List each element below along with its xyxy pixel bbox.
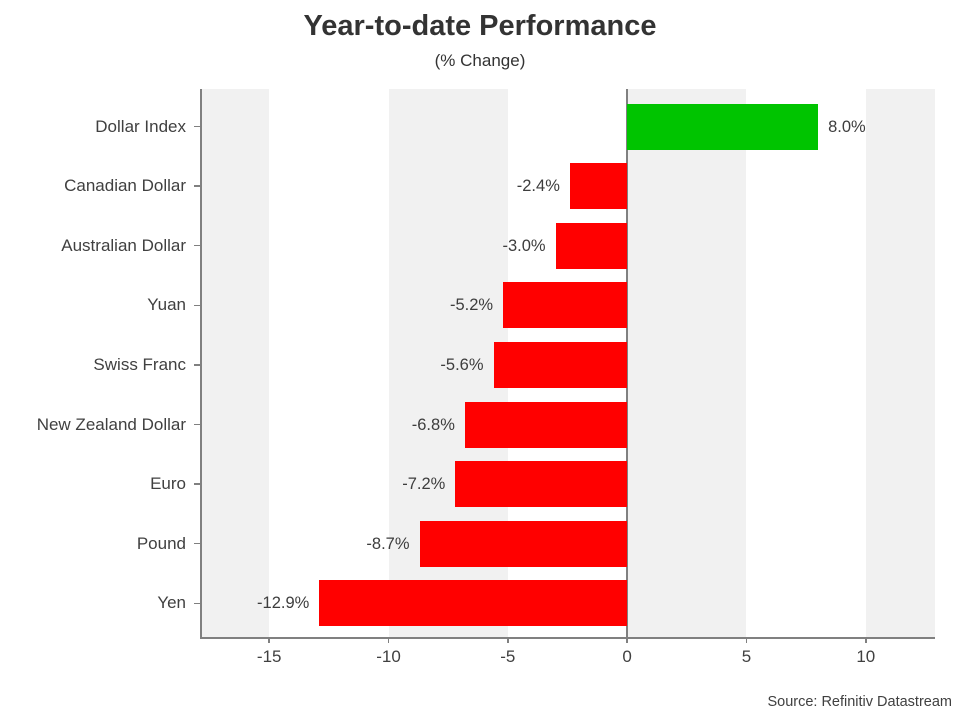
x-axis-tick xyxy=(268,637,270,643)
bar-value-label: -12.9% xyxy=(257,594,310,613)
x-axis-tick-label: 0 xyxy=(622,647,632,666)
chart-title: Year-to-date Performance xyxy=(303,10,657,42)
background-band xyxy=(200,89,270,637)
y-axis-tick xyxy=(194,185,200,187)
bar-yuan xyxy=(503,282,628,329)
y-axis-label-new-zealand-dollar: New Zealand Dollar xyxy=(36,414,186,434)
x-axis-tick-label: 10 xyxy=(856,647,876,666)
x-axis-tick xyxy=(865,637,867,643)
bar-swiss-franc xyxy=(493,341,628,388)
x-axis-tick xyxy=(626,637,628,643)
plot-area: 8.0% -2.4% -3.0% -5.2% -5.6% -6.8% -7.2% -8.7% -… xyxy=(200,89,935,639)
background-band xyxy=(627,89,747,637)
y-axis-label-australian-dollar: Australian Dollar xyxy=(61,235,186,255)
y-axis-label-euro: Euro xyxy=(150,474,186,494)
y-axis-tick xyxy=(194,125,200,128)
x-axis-spine xyxy=(200,637,935,639)
bar-value-label: -5.6% xyxy=(440,355,484,374)
y-axis-tick xyxy=(194,304,200,307)
x-axis-tick-label: -15 xyxy=(256,647,282,666)
bar-value-label: -3.0% xyxy=(502,236,546,255)
bar-canadian-dollar xyxy=(569,163,628,210)
chart-subtitle: (% Change) xyxy=(434,51,526,70)
y-axis-tick xyxy=(194,244,200,247)
bar-value-label: 8.0% xyxy=(828,117,866,136)
x-axis-tick-label: 5 xyxy=(741,647,752,666)
bar-dollar-index xyxy=(627,103,819,150)
y-axis-spine xyxy=(200,89,202,637)
bar-new-zealand-dollar xyxy=(464,401,628,448)
x-axis-tick xyxy=(387,637,390,643)
source-credit: Source: Refinitiv Datastream xyxy=(767,694,952,710)
bar-value-label: -2.4% xyxy=(516,177,560,196)
x-axis-tick xyxy=(507,637,509,643)
bar-value-label: -8.7% xyxy=(366,534,410,553)
y-axis-label-pound: Pound xyxy=(136,533,186,553)
y-axis-label-swiss-franc: Swiss Franc xyxy=(93,354,186,374)
x-axis-tick xyxy=(745,637,748,643)
y-axis-label-canadian-dollar: Canadian Dollar xyxy=(64,176,186,196)
bar-value-label: -7.2% xyxy=(402,475,446,494)
y-axis-label-yen: Yen xyxy=(157,593,186,613)
bar-australian-dollar xyxy=(555,222,628,269)
y-axis-tick xyxy=(194,483,200,485)
background-band xyxy=(865,89,935,637)
y-axis-label-yuan: Yuan xyxy=(147,295,186,315)
zero-axis-line xyxy=(626,89,628,637)
x-axis-tick-label: -5 xyxy=(500,647,516,666)
y-axis-tick xyxy=(194,364,200,366)
x-axis-tick-label: -10 xyxy=(376,647,401,666)
bar-value-label: -5.2% xyxy=(449,296,494,315)
bar-value-label: -6.8% xyxy=(411,415,455,434)
y-axis-label-dollar-index: Dollar Index xyxy=(95,116,186,136)
bar-euro xyxy=(455,461,628,508)
bar-pound xyxy=(419,520,628,567)
bar-yen xyxy=(319,580,628,627)
y-axis-tick xyxy=(194,602,200,605)
y-axis-tick xyxy=(194,542,200,545)
y-axis-tick xyxy=(194,423,200,426)
